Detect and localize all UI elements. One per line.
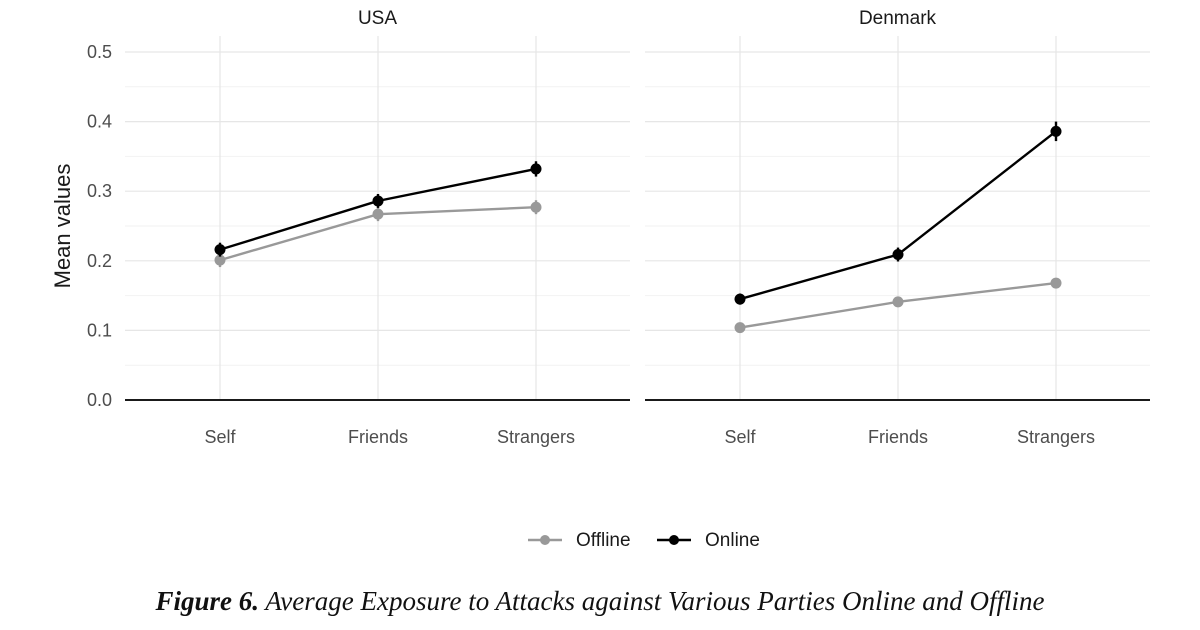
- series-online: [214, 161, 542, 257]
- data-point: [372, 208, 384, 220]
- y-tick-label: 0.5: [87, 42, 112, 62]
- data-point: [530, 201, 542, 213]
- legend-key-point: [669, 535, 679, 545]
- series-offline: [214, 200, 542, 268]
- y-tick-label: 0.1: [87, 320, 112, 340]
- panel-usa: USA Self Friends Strangers 0.0 0.1 0.2 0.3 0.4 0.…: [87, 8, 630, 447]
- legend-label: Offline: [576, 530, 631, 551]
- y-tick-label: 0.3: [87, 181, 112, 201]
- data-point: [892, 296, 904, 308]
- y-axis-label: Mean values: [50, 164, 75, 289]
- y-tick-label: 0.2: [87, 251, 112, 271]
- legend-label: Online: [705, 530, 760, 551]
- data-point: [214, 244, 226, 256]
- data-point: [1050, 277, 1062, 289]
- chart-panels: USA Self Friends Strangers 0.0 0.1 0.2 0.3 0.4 0.…: [87, 8, 1150, 447]
- panel-title: USA: [358, 8, 397, 29]
- x-tick-label: Self: [204, 427, 236, 447]
- x-tick-label: Friends: [348, 427, 408, 447]
- data-point: [530, 163, 542, 175]
- y-tick-label: 0.0: [87, 390, 112, 410]
- x-tick-label: Friends: [868, 427, 928, 447]
- data-point: [892, 249, 904, 261]
- figure-caption-label: Figure 6.: [155, 586, 260, 616]
- x-tick-label: Strangers: [497, 427, 575, 447]
- x-tick-label: Self: [724, 427, 756, 447]
- panel-denmark: Denmark Self Friends Strangers: [645, 8, 1150, 447]
- panel-title: Denmark: [859, 8, 937, 29]
- legend: Offline Online: [528, 530, 760, 551]
- data-point: [214, 254, 226, 266]
- data-point: [734, 322, 746, 334]
- figure-caption: Figure 6. Average Exposure to Attacks ag…: [0, 586, 1200, 617]
- x-tick-label: Strangers: [1017, 427, 1095, 447]
- figure-caption-text: Average Exposure to Attacks against Vari…: [259, 586, 1045, 616]
- series-offline: [734, 277, 1062, 334]
- y-tick-label: 0.4: [87, 112, 112, 132]
- faceted-line-chart: USA Self Friends Strangers 0.0 0.1 0.2 0.3 0.4 0.…: [50, 8, 1150, 551]
- series-online: [734, 121, 1062, 305]
- data-point: [372, 195, 384, 207]
- legend-key-point: [540, 535, 550, 545]
- data-point: [1050, 125, 1062, 137]
- data-point: [734, 293, 746, 305]
